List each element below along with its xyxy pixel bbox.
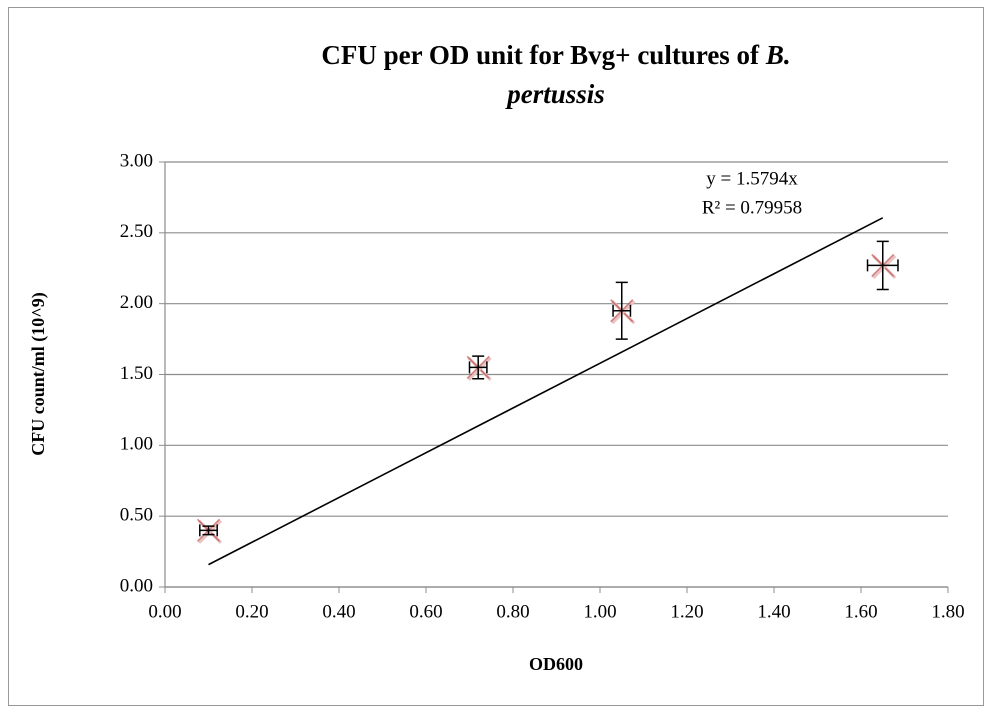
x-tick-label: 0.00 xyxy=(148,601,181,622)
x-tick-label: 0.60 xyxy=(409,601,442,622)
y-tick-label: 2.50 xyxy=(120,221,153,242)
title-text: CFU per OD unit for Bvg+ cultures of xyxy=(321,40,760,70)
x-tick-label: 1.00 xyxy=(583,601,616,622)
y-tick-label: 1.50 xyxy=(120,363,153,384)
x-error-bar xyxy=(199,524,218,537)
x-error-bar xyxy=(612,304,632,317)
y-tick-label: 0.00 xyxy=(120,575,153,596)
x-tick-label: 0.20 xyxy=(235,601,268,622)
x-tick-label: 1.60 xyxy=(844,601,877,622)
y-axis-title: CFU count/ml (10^9) xyxy=(28,292,49,455)
x-error-bar xyxy=(866,259,899,272)
trendline-annotation: y = 1.5794x xyxy=(706,168,798,189)
y-tick-label: 3.00 xyxy=(120,150,153,171)
x-error-bar xyxy=(468,361,488,374)
x-tick-label: 1.80 xyxy=(931,601,964,622)
chart-title-line2: pertussis xyxy=(505,79,605,109)
x-tick-label: 1.20 xyxy=(670,601,703,622)
trendline xyxy=(208,217,884,566)
marker-shadow xyxy=(872,254,897,279)
title-species: B. xyxy=(765,40,791,70)
y-tick-label: 0.50 xyxy=(120,505,153,526)
trendline-annotation: R² = 0.79958 xyxy=(702,197,802,218)
x-tick-label: 0.80 xyxy=(496,601,529,622)
y-tick-label: 1.00 xyxy=(120,434,153,455)
x-tick-label: 0.40 xyxy=(322,601,355,622)
y-tick-label: 2.00 xyxy=(120,292,153,313)
x-axis-title: OD600 xyxy=(529,654,583,674)
x-tick-label: 1.40 xyxy=(757,601,790,622)
chart-title: CFU per OD unit for Bvg+ cultures of B. xyxy=(321,40,790,70)
chart-border xyxy=(8,7,984,706)
